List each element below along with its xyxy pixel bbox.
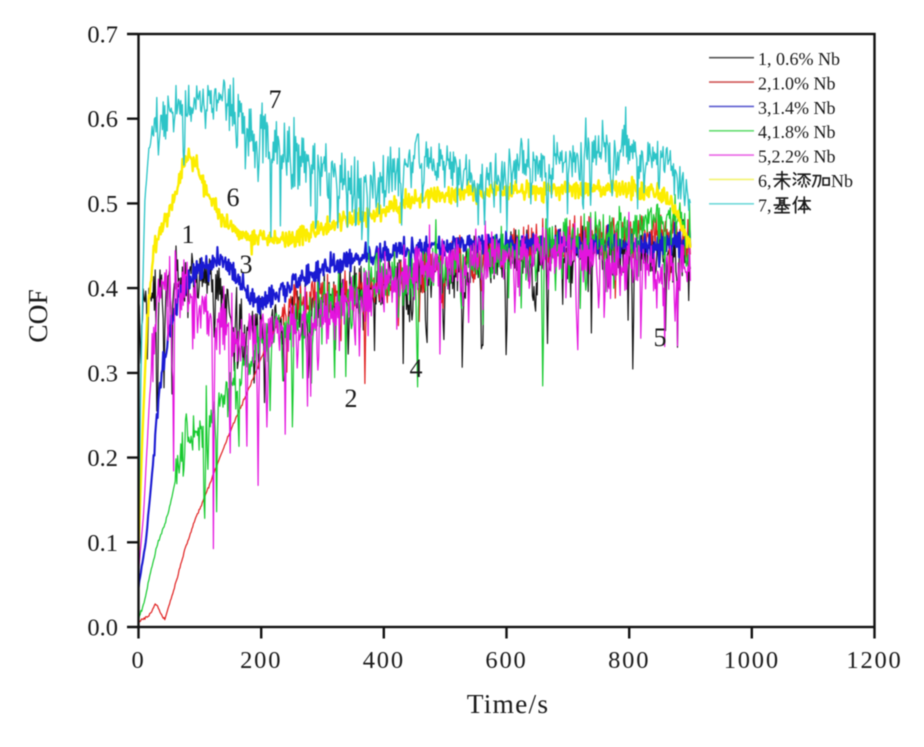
svg-text:1, 0.6% Nb: 1, 0.6% Nb	[758, 49, 840, 69]
svg-text:2,1.0% Nb: 2,1.0% Nb	[758, 74, 836, 94]
svg-text:Nb: Nb	[831, 171, 853, 191]
svg-text:6,: 6,	[758, 171, 772, 191]
svg-text:0.2: 0.2	[87, 445, 118, 472]
svg-text:200: 200	[240, 647, 282, 674]
svg-text:2: 2	[345, 384, 358, 413]
svg-text:3: 3	[240, 250, 253, 279]
svg-text:0.7: 0.7	[87, 22, 118, 49]
svg-text:7: 7	[269, 85, 282, 114]
svg-text:0.6: 0.6	[87, 106, 118, 133]
svg-text:5: 5	[654, 323, 667, 352]
svg-text:COF: COF	[22, 289, 53, 343]
svg-text:800: 800	[608, 647, 650, 674]
svg-text:1000: 1000	[724, 647, 780, 674]
svg-text:1200: 1200	[846, 647, 902, 674]
svg-text:0: 0	[131, 647, 145, 674]
svg-text:0.4: 0.4	[87, 276, 118, 303]
svg-text:3,1.4% Nb: 3,1.4% Nb	[758, 98, 836, 118]
svg-text:4: 4	[410, 354, 423, 383]
svg-text:7,: 7,	[758, 195, 772, 215]
svg-text:5,2.2% Nb: 5,2.2% Nb	[758, 147, 836, 167]
svg-text:0.3: 0.3	[87, 360, 118, 387]
svg-text:1: 1	[182, 220, 195, 249]
svg-text:0.0: 0.0	[87, 615, 118, 642]
svg-text:400: 400	[363, 647, 405, 674]
svg-text:600: 600	[485, 647, 527, 674]
svg-text:0.5: 0.5	[87, 191, 118, 218]
svg-text:4,1.8% Nb: 4,1.8% Nb	[758, 122, 836, 142]
svg-text:0.1: 0.1	[87, 530, 118, 557]
svg-text:6: 6	[227, 183, 240, 212]
svg-text:Time/s: Time/s	[467, 688, 550, 719]
